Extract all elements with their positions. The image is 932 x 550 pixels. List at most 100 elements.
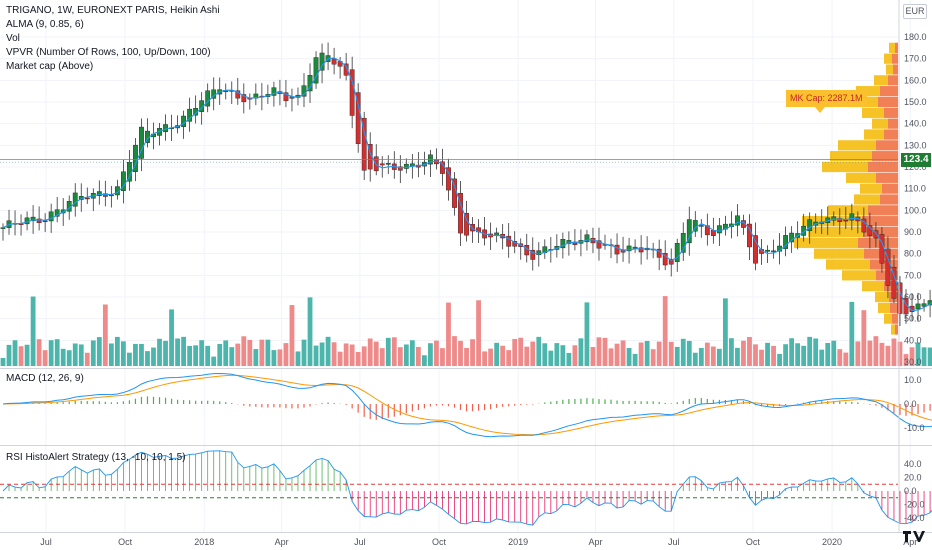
candle-down [771, 250, 776, 253]
vp-row-up [830, 151, 872, 162]
candle-up [385, 163, 391, 165]
volume-bar [662, 296, 668, 366]
volume-bar [729, 338, 734, 366]
volume-bar [145, 351, 150, 366]
volume-bar [825, 342, 831, 366]
volume-bar [379, 348, 385, 366]
volume-bar [66, 350, 72, 366]
rsi-legend[interactable]: RSI HistoAlert Strategy (13, -10, 10, 1.… [6, 452, 186, 463]
candle-down [747, 223, 752, 248]
volume-bar [428, 343, 433, 366]
rsi-tick-label: -40.0 [904, 513, 925, 523]
volume-bar [596, 337, 602, 366]
candle-down [36, 218, 42, 223]
macd-legend[interactable]: MACD (12, 26, 9) [6, 373, 84, 384]
candle-down [614, 244, 620, 255]
volume-bar [765, 342, 770, 366]
volume-bar [205, 345, 211, 366]
price-tick-label: 170.0 [904, 54, 927, 64]
volume-bar [446, 302, 451, 366]
time-tick-label: Oct [746, 537, 761, 547]
candle-up [30, 216, 36, 222]
candle-up [560, 239, 566, 249]
currency-button[interactable]: EUR [903, 4, 927, 19]
volume-bar [572, 345, 578, 366]
volume-bar [723, 298, 728, 366]
symbol-title[interactable]: TRIGANO, 1W, EURONEXT PARIS, Heikin Ashi [6, 5, 220, 16]
study-market-cap[interactable]: Market cap (Above) [6, 61, 94, 72]
volume-bar [175, 338, 180, 366]
candle-up [319, 52, 325, 71]
volume-bar [151, 347, 156, 366]
vp-row-up [862, 107, 884, 118]
volume-bar [434, 340, 439, 366]
macd-tick-label: 0.0 [904, 399, 917, 409]
volume-bar [223, 340, 229, 366]
volume-bar [680, 338, 686, 366]
volume-bar [921, 347, 927, 366]
volume-bar [96, 337, 102, 366]
tradingview-logo-icon[interactable] [902, 528, 926, 546]
candle-up [674, 243, 680, 262]
volume-bar [530, 341, 536, 366]
volume-bar [819, 349, 825, 366]
volume-bar [343, 343, 349, 366]
vp-row-up [842, 270, 876, 281]
study-vol[interactable]: Vol [6, 33, 20, 44]
candle-up [0, 227, 6, 229]
candle-up [783, 235, 789, 249]
candle-up [24, 217, 30, 225]
price-tick-label: 130.0 [904, 140, 927, 150]
candle-up [626, 245, 632, 252]
candle-up [584, 234, 590, 243]
volume-bar [626, 348, 632, 366]
volume-bar [813, 338, 819, 366]
candle-up [181, 115, 186, 127]
candle-up [849, 213, 855, 221]
main-legend: TRIGANO, 1W, EURONEXT PARIS, Heikin Ashi… [6, 4, 220, 74]
time-tick-label: 2018 [194, 537, 214, 547]
volume-bar [217, 344, 223, 366]
alma-path [2, 57, 932, 311]
volume-bar [674, 346, 680, 366]
candle-down [530, 249, 536, 260]
vp-row-up [854, 194, 880, 205]
volume-bar [54, 339, 60, 366]
volume-bar [548, 350, 554, 366]
candle-down [506, 235, 512, 247]
volume-bar [307, 297, 313, 366]
candle-down [861, 218, 867, 233]
volume-bar [403, 344, 409, 366]
candle-down [596, 240, 602, 249]
candle-up [686, 219, 692, 244]
candle-down [446, 167, 451, 191]
candlesticks [0, 42, 932, 326]
volume-bar [584, 302, 590, 366]
volume-bar [795, 343, 801, 366]
volume-bar [837, 349, 843, 366]
study-vpvr[interactable]: VPVR (Number Of Rows, 100, Up/Down, 100) [6, 47, 211, 58]
vp-row-up [889, 42, 895, 53]
vp-row-down [888, 118, 898, 129]
vp-row-down [862, 216, 898, 227]
volume-bar [301, 339, 307, 366]
volume-bar [464, 347, 469, 366]
candle-up [831, 216, 837, 221]
candle-down [638, 247, 644, 253]
volume-bar [78, 344, 84, 366]
volume-bar [716, 348, 722, 366]
vp-row-up [886, 64, 893, 75]
candle-up [48, 211, 54, 222]
candle-down [343, 63, 349, 76]
volume-bars [0, 296, 932, 366]
volume-bar [741, 340, 746, 366]
vp-row-down [864, 226, 898, 238]
candle-down [355, 92, 361, 144]
vp-row-down [878, 96, 898, 108]
study-alma[interactable]: ALMA (9, 0.85, 6) [6, 19, 84, 30]
volume-bar [271, 350, 277, 366]
volume-bar [524, 346, 530, 366]
vp-row-down [890, 302, 898, 313]
